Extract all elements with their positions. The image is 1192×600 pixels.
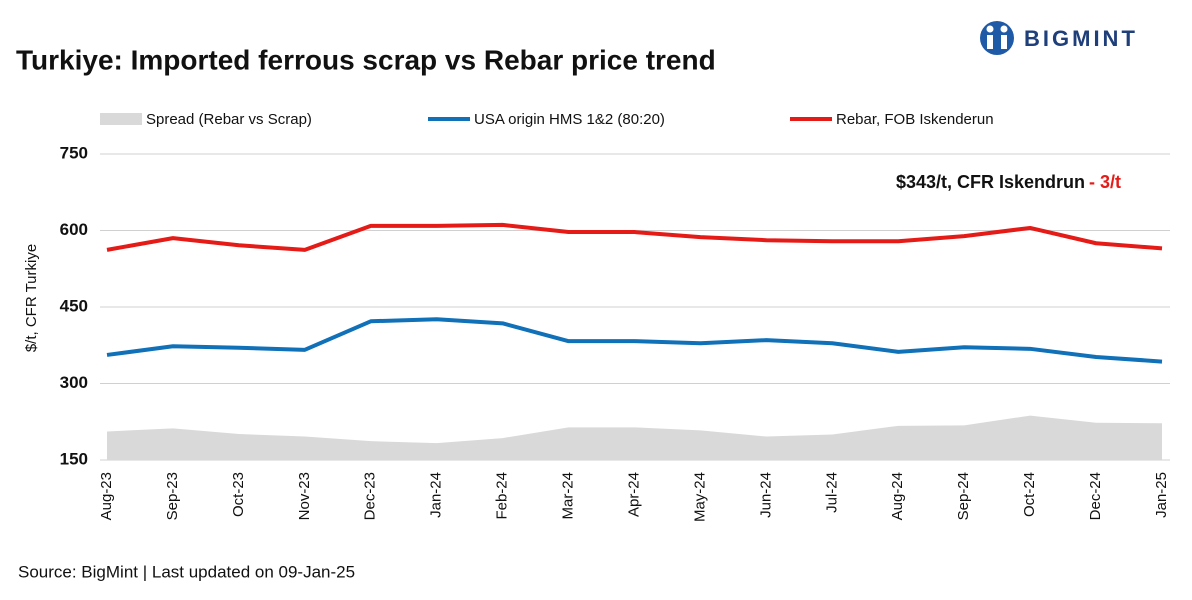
x-tick-label: Jan-24 — [428, 472, 445, 518]
y-axis-label: $/t, CFR Turkiye — [23, 244, 40, 352]
y-tick-label: 600 — [60, 220, 88, 239]
x-tick-label: Sep-23 — [164, 472, 181, 520]
y-tick-label: 450 — [60, 296, 88, 315]
source-note: Source: BigMint | Last updated on 09-Jan… — [18, 562, 355, 581]
x-tick-label: Mar-24 — [560, 472, 577, 520]
x-tick-label: Aug-24 — [889, 472, 906, 520]
x-tick-label: Jan-25 — [1153, 472, 1170, 518]
logo-text: BIGMINT — [1024, 26, 1138, 51]
legend-swatch — [100, 113, 142, 125]
annotation: $343/t, CFR Iskendrun — [896, 172, 1085, 192]
x-tick-label: Apr-24 — [625, 472, 642, 517]
chart-title: Turkiye: Imported ferrous scrap vs Rebar… — [16, 44, 716, 75]
x-tick-label: Aug-23 — [98, 472, 115, 520]
x-tick-label: Dec-24 — [1087, 472, 1104, 520]
x-tick-label: Oct-23 — [230, 472, 247, 517]
x-tick-label: Jul-24 — [823, 472, 840, 513]
annotation-change: - 3/t — [1089, 172, 1121, 192]
x-tick-label: Dec-23 — [362, 472, 379, 520]
y-tick-label: 300 — [60, 373, 88, 392]
series-line — [106, 222, 1163, 252]
spread-area — [107, 415, 1162, 460]
logo: BIGMINT — [980, 21, 1138, 55]
x-tick-label: Nov-23 — [296, 472, 313, 520]
legend-label: Spread (Rebar vs Scrap) — [146, 111, 312, 128]
y-tick-label: 750 — [60, 143, 88, 162]
x-tick-label: Oct-24 — [1021, 472, 1038, 517]
x-tick-label: May-24 — [691, 472, 708, 522]
x-tick-label: Sep-24 — [955, 472, 972, 520]
y-tick-label: 150 — [60, 449, 88, 468]
legend-label: Rebar, FOB Iskenderun — [836, 111, 994, 128]
x-tick-label: Feb-24 — [494, 472, 511, 520]
legend-label: USA origin HMS 1&2 (80:20) — [474, 111, 665, 128]
x-tick-label: Jun-24 — [757, 472, 774, 518]
series-line — [106, 317, 1163, 364]
